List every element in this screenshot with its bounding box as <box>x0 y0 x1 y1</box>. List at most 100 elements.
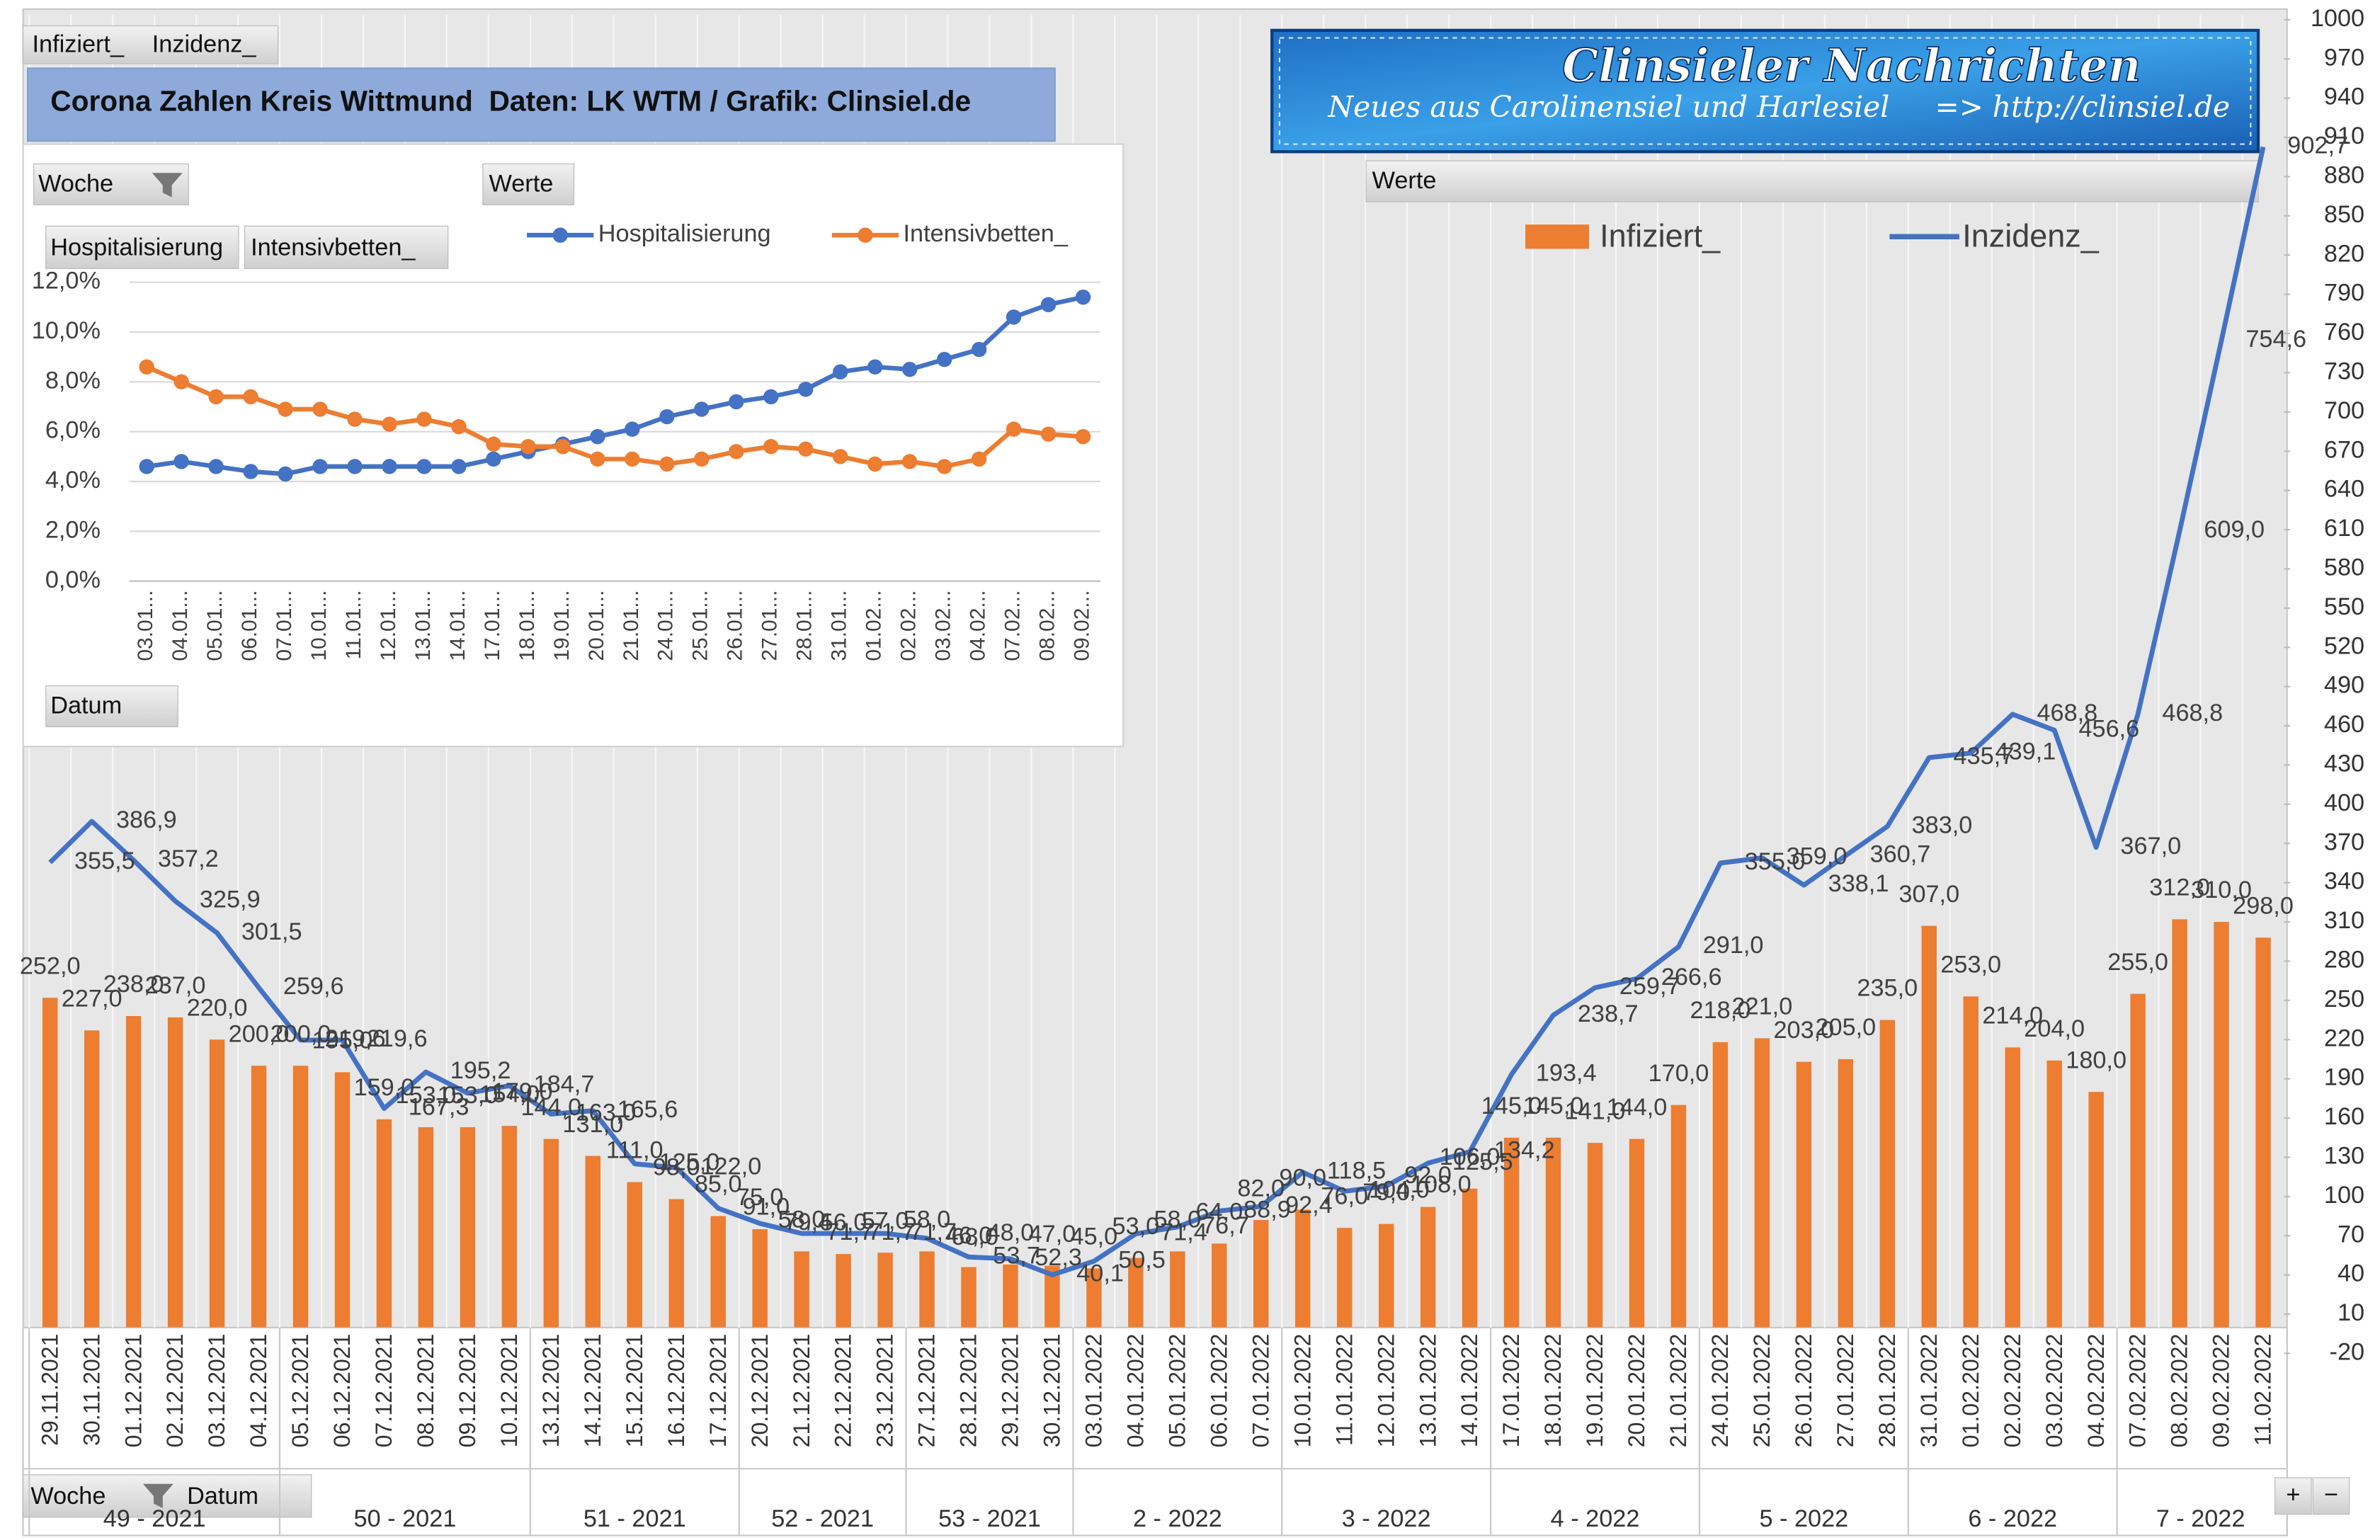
x-tick-label: 13.01.2022 <box>1415 1334 1440 1448</box>
zoom-in[interactable] <box>2274 1477 2312 1515</box>
y-tick-label: 10,0% <box>32 317 101 344</box>
data-label: 609,0 <box>2204 516 2265 543</box>
x-tick-label: 02.12.2021 <box>162 1334 188 1448</box>
marker <box>729 444 744 460</box>
axis-button-label[interactable]: Datum <box>50 692 122 719</box>
zoom-out[interactable] <box>2312 1477 2350 1515</box>
data-label: 71,7 <box>909 1219 957 1245</box>
bar <box>2130 993 2146 1328</box>
data-label: 468,8 <box>2037 700 2097 726</box>
data-label: 45,0 <box>1071 1224 1118 1250</box>
x-tick-label: 29.11.2021 <box>37 1334 62 1446</box>
values-button[interactable] <box>482 163 575 205</box>
series-button[interactable] <box>45 225 239 269</box>
bar <box>2214 922 2229 1328</box>
x-tick-label: 14.01.2022 <box>1457 1334 1482 1448</box>
marker <box>936 459 952 474</box>
data-label: 57,0 <box>862 1207 909 1234</box>
marker <box>1040 297 1057 312</box>
values-button-label[interactable]: Werte <box>1372 167 1437 194</box>
line <box>145 365 1083 469</box>
values-button[interactable] <box>1365 160 2259 203</box>
x-tick-label: 03.02.2022 <box>2042 1334 2067 1448</box>
x-tick-label: 20.01... <box>585 591 608 661</box>
y-tick-label: 940 <box>2324 84 2364 110</box>
banner[interactable] <box>1270 28 2260 154</box>
marker <box>451 418 467 435</box>
y-tick-label: 40 <box>2338 1260 2364 1287</box>
data-label: 154,0 <box>479 1080 540 1107</box>
data-label: 79,4 <box>784 1209 831 1236</box>
data-label: 53,7 <box>993 1242 1040 1269</box>
x-tick-label: 21.01... <box>620 591 643 661</box>
row-button-label[interactable]: Woche <box>38 170 113 197</box>
field-buttons[interactable] <box>23 25 279 64</box>
bar <box>2046 1060 2062 1328</box>
row-button-label[interactable]: Woche <box>30 1483 106 1510</box>
data-label: 76,0 <box>1321 1182 1368 1209</box>
bar <box>627 1182 642 1328</box>
data-label: 64,0 <box>1195 1199 1243 1226</box>
marker <box>243 464 258 479</box>
marker <box>208 389 224 405</box>
data-label: 58,0 <box>904 1207 951 1233</box>
zoom-in-label[interactable]: + <box>2286 1481 2300 1508</box>
banner-url[interactable]: => http://clinsiel.de <box>1935 90 2230 124</box>
x-tick-label: 06.01... <box>238 591 261 661</box>
field-button[interactable]: Inzidenz_ <box>152 30 257 57</box>
data-label: 338,1 <box>1828 870 1889 897</box>
data-label: 307,0 <box>1898 881 1959 908</box>
bar <box>1587 1143 1603 1328</box>
filter-icon[interactable] <box>142 1483 173 1508</box>
filter-icon[interactable] <box>152 173 183 198</box>
data-label: 312,0 <box>2149 874 2210 901</box>
x-tick-label: 23.12.2021 <box>872 1334 898 1448</box>
marker <box>243 389 258 405</box>
data-label: 221,0 <box>1732 993 1793 1020</box>
x-tick-label: 07.02... <box>1001 591 1025 661</box>
zoom-out-label[interactable]: − <box>2324 1481 2338 1508</box>
x-tick-label: 21.01.2022 <box>1666 1334 1691 1448</box>
marker <box>729 394 744 410</box>
data-label: 355,5 <box>74 848 135 874</box>
x-tick-label: 28.01... <box>793 591 816 661</box>
data-label: 71,7 <box>826 1219 873 1245</box>
y-tick-label: 970 <box>2324 44 2364 71</box>
marker <box>173 454 189 469</box>
series-button-label[interactable]: Intensivbetten_ <box>251 234 416 261</box>
bar <box>1838 1059 1854 1328</box>
marker <box>382 459 397 474</box>
y-tick-label: 400 <box>2324 789 2364 816</box>
data-label: 253,0 <box>1940 952 2001 979</box>
bar <box>1670 1105 1687 1328</box>
axis-button[interactable] <box>45 685 178 728</box>
data-label: 131,0 <box>562 1111 623 1138</box>
data-label: 468,8 <box>2162 700 2223 726</box>
x-tick-label: 03.01... <box>134 591 157 661</box>
data-label: 200,0 <box>229 1020 290 1047</box>
y-tick-label: 1000 <box>2311 5 2364 32</box>
marker <box>659 409 675 425</box>
series-button[interactable] <box>244 225 449 269</box>
y-tick-label: 10 <box>2338 1299 2364 1326</box>
x-tick-label: 27.01... <box>758 591 782 661</box>
series-button-label[interactable]: Hospitalisierung <box>50 234 223 261</box>
line <box>48 146 2266 1277</box>
marker <box>347 411 363 427</box>
x-tick-label: 24.01... <box>654 591 678 661</box>
y-tick-label: 280 <box>2324 946 2364 973</box>
data-label: 255,0 <box>2107 949 2168 976</box>
row-buttons[interactable] <box>23 1474 312 1518</box>
x-tick-label: 19.01.2022 <box>1582 1334 1607 1448</box>
marker <box>901 361 918 377</box>
x-tick-label: 11.01... <box>342 591 365 660</box>
field-button[interactable]: Infiziert_ <box>33 30 125 57</box>
x-tick-label: 24.01.2022 <box>1707 1334 1733 1448</box>
week-label: 52 - 2021 <box>771 1505 874 1532</box>
values-button-label[interactable]: Werte <box>489 170 554 197</box>
bar <box>1545 1137 1561 1328</box>
row-button-label[interactable]: Datum <box>187 1483 258 1510</box>
x-tick-label: 10.01.2022 <box>1289 1334 1315 1448</box>
x-tick-label: 04.02.2022 <box>2083 1334 2109 1448</box>
